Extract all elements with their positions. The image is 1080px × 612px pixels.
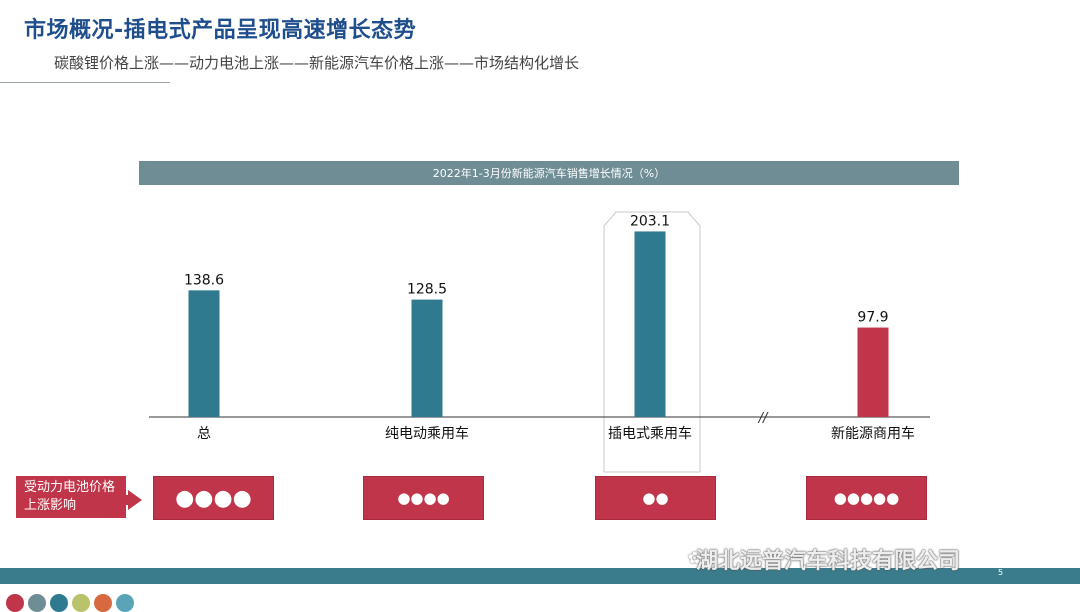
watermark: 湖北远普汽车科技有限公司	[696, 549, 961, 574]
page-number: 5	[998, 568, 1004, 577]
title-divider	[0, 82, 170, 83]
bar-1	[188, 290, 220, 417]
category-label-2: 纯电动乘用车	[385, 425, 469, 442]
data-label-1: 138.6	[184, 272, 224, 288]
chart-title: 2022年1-3月份新能源汽车销售增长情况（%）	[139, 161, 959, 185]
highlight-frame	[603, 211, 701, 473]
data-label-3: 203.1	[630, 213, 670, 229]
bar-2	[411, 299, 443, 417]
impact-rating-phev: ●●	[595, 476, 716, 520]
wechat-icon: ✿	[688, 548, 702, 567]
category-label-4: 新能源商用车	[831, 425, 915, 442]
impact-rating-total: ●●●●	[153, 476, 274, 520]
deco-dot	[50, 594, 68, 612]
impact-rating-commercial: ●●●●●	[806, 476, 927, 520]
data-label-4: 97.9	[857, 310, 888, 326]
slide-title: 市场概况-插电式产品呈现高速增长态势	[24, 18, 417, 43]
decorative-dots	[6, 594, 134, 612]
impact-label: 受动力电池价格上涨影响	[16, 476, 126, 518]
impact-rating-bev: ●●●●	[363, 476, 484, 520]
axis-break-mark: //	[758, 411, 769, 426]
deco-dot	[28, 594, 46, 612]
slide-subtitle: 碳酸锂价格上涨——动力电池上涨——新能源汽车价格上涨——市场结构化增长	[54, 54, 580, 72]
category-label-1: 总	[197, 426, 211, 442]
deco-dot	[116, 594, 134, 612]
deco-dot	[6, 594, 24, 612]
data-label-2: 128.5	[407, 282, 447, 298]
impact-arrow-icon	[128, 490, 142, 510]
bar-3	[634, 231, 666, 417]
deco-dot	[72, 594, 90, 612]
footer-bar	[0, 568, 1080, 584]
bar-4	[857, 327, 889, 417]
category-label-3: 插电式乘用车	[608, 425, 692, 442]
deco-dot	[94, 594, 112, 612]
